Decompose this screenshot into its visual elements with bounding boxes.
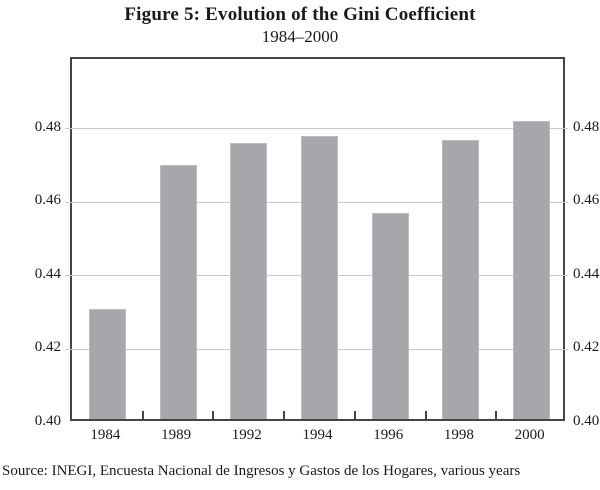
bar-1992	[230, 143, 268, 419]
y-axis-label-left-0.44: 0.44	[34, 265, 61, 282]
chart-subtitle: 1984–2000	[261, 27, 339, 46]
y-axis-label-left-0.48: 0.48	[34, 118, 61, 135]
x-axis-label-1996: 1996	[373, 427, 404, 443]
x-axis-label-1998: 1998	[443, 427, 474, 443]
bar-1998	[442, 139, 480, 419]
y-axis-label-right-0.40: 0.40	[573, 413, 600, 429]
x-axis-tick	[141, 411, 144, 419]
x-axis-label-1994: 1994	[302, 427, 333, 443]
x-axis-tick	[495, 411, 498, 419]
x-axis-label-1992: 1992	[231, 427, 262, 443]
bar-1984	[88, 308, 126, 419]
bar-1994	[301, 135, 338, 419]
source-note: Source: INEGI, Encuesta Nacional de Ingr…	[2, 463, 521, 479]
bar-2000	[513, 121, 551, 419]
bar-1996	[371, 213, 409, 419]
y-axis-label-right-0.48: 0.48	[573, 118, 600, 135]
x-axis-label-1984: 1984	[90, 427, 121, 443]
chart-title: Figure 5: Evolution of the Gini Coeffici…	[124, 4, 476, 25]
y-axis-label-right-0.44: 0.44	[573, 265, 600, 282]
y-axis-label-right-0.42: 0.42	[573, 339, 600, 356]
gridline-0.48	[65, 128, 568, 130]
y-axis-label-left-0.40: 0.40	[34, 413, 61, 429]
x-axis-label-1989: 1989	[161, 427, 192, 443]
x-axis-tick	[353, 411, 356, 419]
bar-1989	[159, 165, 197, 419]
y-axis-label-left-0.46: 0.46	[34, 192, 61, 209]
plot-area	[65, 57, 568, 421]
x-axis-tick	[283, 411, 286, 419]
y-axis-label-right-0.46: 0.46	[573, 192, 600, 209]
x-axis-tick	[424, 411, 427, 419]
y-axis-label-left-0.42: 0.42	[34, 339, 61, 356]
x-axis-label-2000: 2000	[514, 427, 545, 443]
x-axis-tick	[212, 411, 215, 419]
